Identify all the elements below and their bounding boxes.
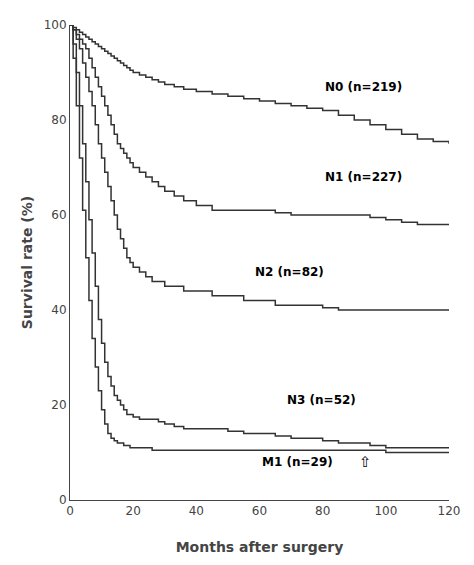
svg-text:40: 40 xyxy=(51,303,66,317)
svg-text:100: 100 xyxy=(44,18,67,32)
svg-text:80: 80 xyxy=(315,504,330,518)
svg-text:⇧: ⇧ xyxy=(359,453,372,471)
svg-text:20: 20 xyxy=(126,504,141,518)
svg-text:40: 40 xyxy=(189,504,204,518)
svg-text:M1 (n=29): M1 (n=29) xyxy=(262,455,333,469)
svg-text:60: 60 xyxy=(252,504,267,518)
svg-text:Survival rate (%): Survival rate (%) xyxy=(19,196,35,329)
svg-text:20: 20 xyxy=(51,398,66,412)
svg-text:N1 (n=227): N1 (n=227) xyxy=(325,170,402,184)
svg-text:80: 80 xyxy=(51,113,66,127)
svg-text:0: 0 xyxy=(59,493,67,507)
svg-text:60: 60 xyxy=(51,208,66,222)
svg-text:100: 100 xyxy=(374,504,397,518)
svg-text:N3 (n=52): N3 (n=52) xyxy=(287,393,356,407)
svg-text:N0 (n=219): N0 (n=219) xyxy=(325,80,402,94)
svg-text:Months after surgery: Months after surgery xyxy=(176,539,344,555)
svg-text:120: 120 xyxy=(438,504,461,518)
svg-text:0: 0 xyxy=(66,504,74,518)
svg-text:N2 (n=82): N2 (n=82) xyxy=(255,265,324,279)
